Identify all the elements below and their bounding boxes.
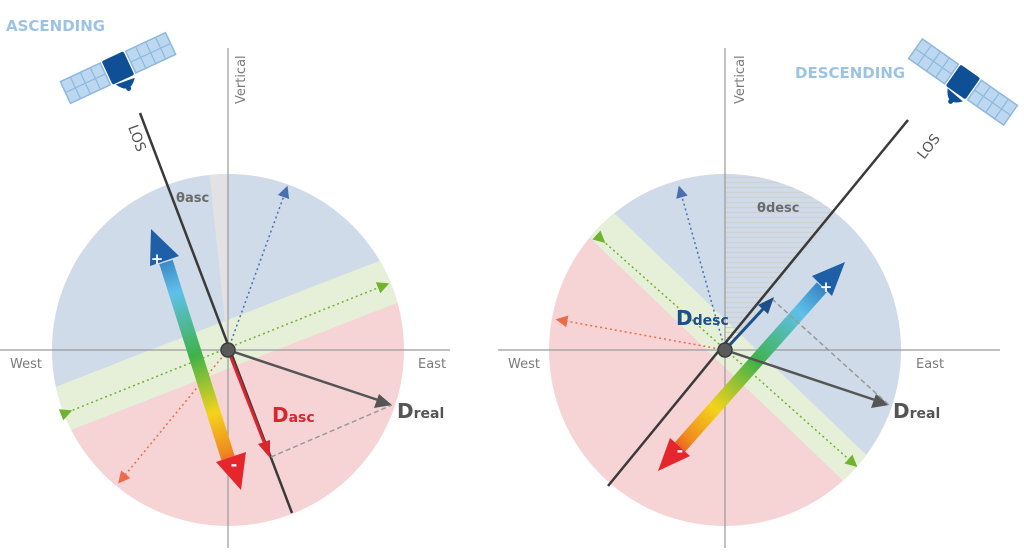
toward-dotted-arrow: [227, 185, 290, 351]
origin-point: [220, 342, 236, 358]
dasc-head: [258, 440, 270, 458]
insensitive-dotted-arrow: [592, 230, 858, 467]
descending-panel: DESCENDING Vertical West East LOS + - Dr…: [498, 37, 1019, 548]
projection-dash: [270, 404, 393, 458]
away-dotted-arrow: [118, 349, 229, 484]
los-scale-head-minus: [216, 452, 246, 490]
theta-asc-label: θasc: [176, 191, 209, 206]
dreal-head: [374, 394, 392, 408]
dreal-head: [871, 394, 889, 408]
los-scale-shaft: [159, 259, 235, 461]
dreal-shaft: [227, 348, 379, 402]
los-line: [607, 119, 909, 487]
los-scale-head-plus: [150, 229, 179, 266]
dasc-label: Dasc: [272, 403, 315, 427]
west-label: West: [10, 357, 42, 372]
projection-dash: [771, 298, 890, 406]
east-label: East: [418, 357, 446, 372]
west-label: West: [508, 357, 540, 372]
los-label: LOS: [915, 131, 944, 162]
vertical-label: Vertical: [234, 55, 249, 104]
ascending-panel: ASCENDING Vertical West East LOS + - Dre…: [0, 17, 450, 548]
theta-desc-label: θdesc: [757, 201, 800, 216]
satellite-icon: [59, 31, 177, 105]
minus-sign: -: [231, 455, 238, 474]
los-scale-shaft: [674, 282, 828, 452]
dreal-label: Dreal: [397, 399, 444, 423]
ddesc-label: Ddesc: [676, 306, 729, 330]
plus-sign: +: [151, 250, 164, 268]
descending-title: DESCENDING: [795, 64, 905, 82]
plus-sign: +: [820, 278, 833, 296]
origin-point: [717, 342, 733, 358]
satellite-icon: [907, 37, 1019, 127]
east-label: East: [916, 357, 944, 372]
los-scale-head-plus: [812, 262, 845, 296]
los-scale-head-minus: [658, 438, 690, 471]
ddesc-shaft: [723, 307, 765, 352]
ddesc-head: [758, 297, 774, 314]
minus-sign: -: [677, 441, 684, 460]
ascending-title: ASCENDING: [6, 17, 105, 35]
dreal-label: Dreal: [893, 399, 940, 423]
vertical-label: Vertical: [733, 55, 748, 104]
dreal-shaft: [724, 348, 876, 402]
dasc-shaft: [226, 349, 266, 443]
